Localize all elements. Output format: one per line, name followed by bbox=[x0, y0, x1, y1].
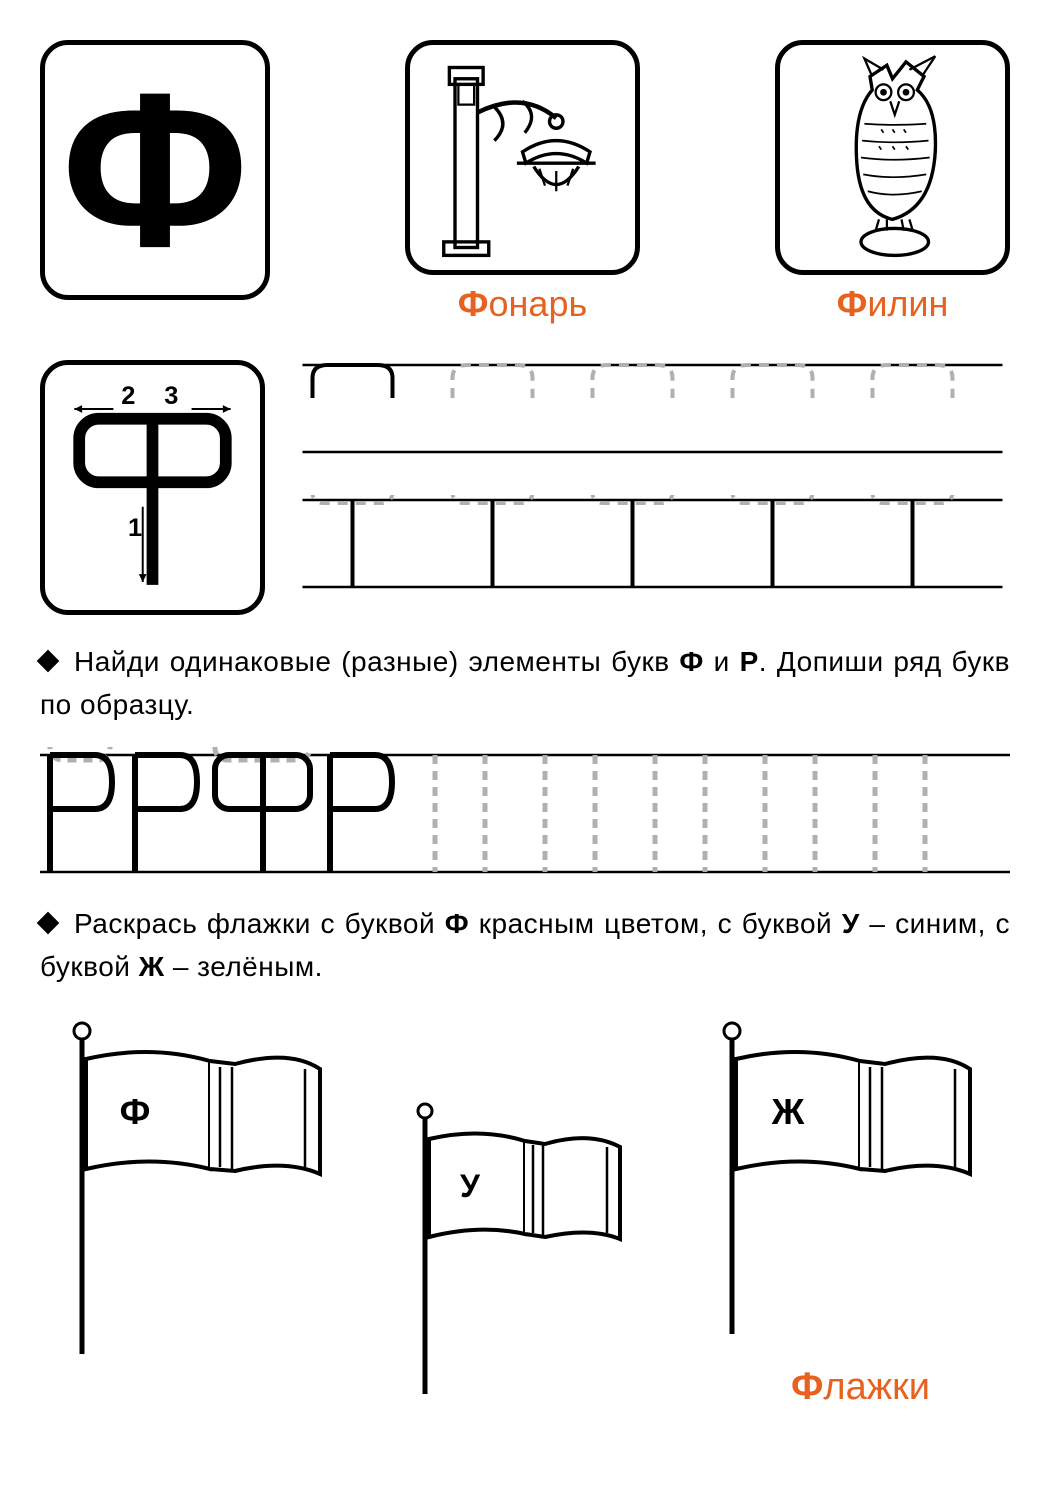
trace-row-3 bbox=[40, 747, 1010, 877]
caption-first-letter: Ф bbox=[458, 283, 489, 324]
stroke-label-2: 2 bbox=[121, 382, 135, 410]
flag-letter: У bbox=[460, 1168, 481, 1204]
flags-caption: Флажки bbox=[791, 1366, 930, 1409]
i2-b1: Ф bbox=[445, 908, 469, 939]
instr1-bold1: Ф bbox=[679, 646, 703, 677]
i2-b3: Ж bbox=[139, 951, 165, 982]
lantern-icon bbox=[410, 45, 635, 270]
owl-icon bbox=[780, 45, 1005, 270]
lantern-card bbox=[405, 40, 640, 275]
flag-f: Ф bbox=[60, 1019, 340, 1359]
owl-column: Филин bbox=[775, 40, 1010, 325]
instruction-1: Найди одинаковые (разные) элементы букв … bbox=[40, 640, 1010, 727]
caption-rest: лажки bbox=[823, 1366, 930, 1408]
i2-b2: У bbox=[842, 908, 860, 939]
caption-rest: илин bbox=[867, 283, 948, 324]
stroke-label-3: 3 bbox=[164, 382, 178, 410]
flag-letter: Ф bbox=[120, 1091, 151, 1132]
owl-card bbox=[775, 40, 1010, 275]
caption-first: Ф bbox=[791, 1366, 823, 1408]
stroke-guide-card: 2 3 1 bbox=[40, 360, 265, 615]
instruction-2: Раскрась флажки с буквой Ф красным цвето… bbox=[40, 902, 1010, 989]
stroke-label-1: 1 bbox=[128, 514, 142, 542]
caption-first-letter: Ф bbox=[837, 283, 868, 324]
flags-row: Ф У Ж Флажки bbox=[40, 1019, 1010, 1399]
instr1-bold2: Р bbox=[740, 646, 759, 677]
instr1-part2: и bbox=[704, 646, 740, 677]
i2-p2: красным цветом, с буквой bbox=[469, 908, 842, 939]
lantern-column: Фонарь bbox=[405, 40, 640, 325]
big-letter: Ф bbox=[61, 60, 249, 280]
letter-card: Ф bbox=[40, 40, 270, 300]
bullet-icon bbox=[37, 911, 60, 934]
trace-row: 2 3 1 bbox=[40, 360, 1010, 615]
trace-line-1 bbox=[295, 360, 1010, 455]
stroke-guide-icon: 2 3 1 bbox=[45, 365, 260, 609]
flag-letter: Ж bbox=[771, 1091, 805, 1132]
bullet-icon bbox=[37, 650, 60, 673]
owl-caption: Филин bbox=[837, 283, 949, 325]
i2-p1: Раскрась флажки с буквой bbox=[74, 908, 445, 939]
lantern-caption: Фонарь bbox=[458, 283, 587, 325]
trace-area bbox=[295, 360, 1010, 615]
caption-rest: онарь bbox=[489, 283, 588, 324]
i2-p4: – зелёным. bbox=[165, 951, 323, 982]
flag-zh: Ж bbox=[710, 1019, 990, 1339]
flag-u: У bbox=[405, 1099, 645, 1399]
top-row: Ф Фон bbox=[40, 40, 1010, 325]
instr1-part1: Найди одинаковые (разные) элементы букв bbox=[74, 646, 679, 677]
trace-line-2 bbox=[295, 495, 1010, 590]
